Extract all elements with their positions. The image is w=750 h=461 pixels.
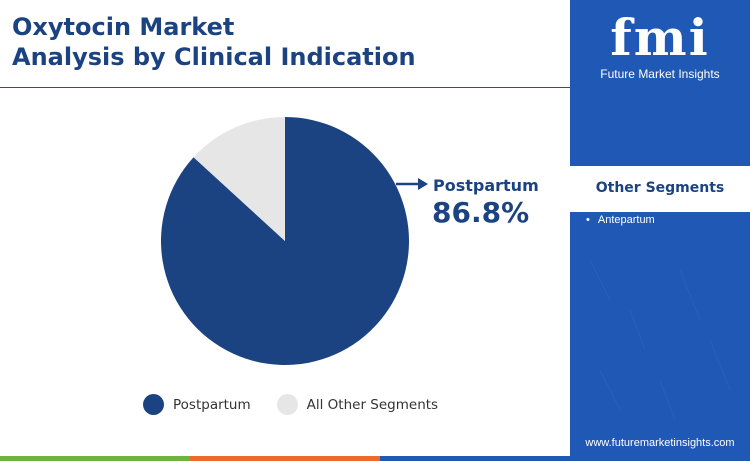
other-segment-item: Antepartum — [586, 214, 655, 226]
pie-slices — [161, 117, 410, 365]
other-segments-box — [570, 166, 750, 212]
legend-label-postpartum: Postpartum — [173, 396, 251, 413]
chart-panel: Oxytocin Market Analysis by Clinical Ind… — [0, 12, 570, 461]
title-line-1: Oxytocin Market — [12, 13, 235, 41]
other-segments-heading: Other Segments — [595, 180, 725, 196]
pie-chart — [161, 117, 428, 365]
chart-legend: Postpartum All Other Segments — [143, 394, 464, 415]
website-link[interactable]: www.futuremarketinsights.com — [585, 437, 735, 449]
legend-swatch-postpartum — [143, 394, 164, 415]
callout-value: 86.8% — [432, 196, 530, 229]
legend-item-postpartum: Postpartum — [143, 394, 251, 415]
title-divider — [0, 87, 570, 88]
callout-label: Postpartum — [433, 176, 539, 195]
logo-subtitle: Future Market Insights — [600, 67, 720, 81]
other-segments-list: Antepartum — [586, 214, 655, 226]
bottom-color-bar — [0, 456, 570, 461]
page-title: Oxytocin Market Analysis by Clinical Ind… — [12, 12, 416, 72]
legend-label-other-segments: All Other Segments — [306, 396, 439, 413]
sidebar: fmi Future Market Insights Other Segment… — [570, 0, 750, 461]
sidebar-texture — [589, 259, 731, 421]
legend-swatch-other-segments — [276, 394, 298, 415]
legend-item-other-segments: All Other Segments — [276, 394, 439, 415]
pie-slice-all-other-segments — [193, 117, 285, 241]
bottom-bar-green — [0, 456, 190, 461]
fmi-logo: fmi — [610, 8, 710, 67]
title-line-2: Analysis by Clinical Indication — [12, 43, 416, 71]
bottom-bar-orange — [190, 456, 380, 461]
arrow-right-icon — [396, 178, 428, 190]
bottom-bar-blue — [380, 456, 570, 461]
